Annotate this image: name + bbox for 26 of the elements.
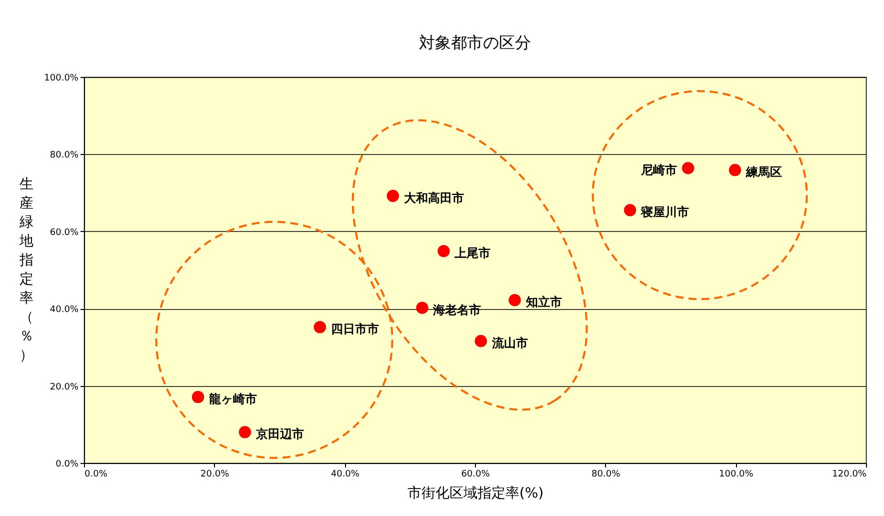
- annotation: 大和高田市: [404, 190, 464, 205]
- annotation: 龍ヶ崎市: [208, 392, 258, 406]
- x-tick-label: 120.0%: [832, 470, 867, 480]
- x-tick-label: 40.0%: [330, 470, 360, 480]
- annotation: 流山市: [490, 336, 528, 350]
- y-tick-label: 60.0%: [50, 228, 79, 238]
- x-tick-label: 0.0%: [84, 470, 108, 480]
- chart-title: 対象都市の区分: [419, 33, 531, 52]
- y-tick-label: 80.0%: [50, 150, 79, 161]
- x-tick-label: 100.0%: [719, 470, 754, 480]
- x-tick-label: 20.0%: [200, 470, 230, 480]
- annotation: 知立市: [524, 295, 562, 310]
- text: 生産緑地指定率（％）: [20, 176, 34, 364]
- y-tick-label: 20.0%: [50, 382, 79, 392]
- annotation: 練馬区: [745, 165, 782, 180]
- x-axis-title: 市街化区域指定率(%): [407, 486, 544, 502]
- annotation: 寝屋川市: [640, 205, 690, 220]
- annotation: 上尾市: [454, 246, 491, 260]
- y-tick-label: 100.0%: [44, 74, 79, 84]
- x-tick-label: 60.0%: [461, 470, 490, 480]
- y-tick-label: 0.0%: [56, 460, 79, 470]
- annotation: 京田辺市: [254, 427, 304, 442]
- x-tick-label: 80.0%: [592, 470, 621, 480]
- y-tick-label: 40.0%: [50, 305, 79, 316]
- annotation: 尼崎市: [640, 163, 678, 178]
- annotation: 四日市市: [330, 322, 379, 336]
